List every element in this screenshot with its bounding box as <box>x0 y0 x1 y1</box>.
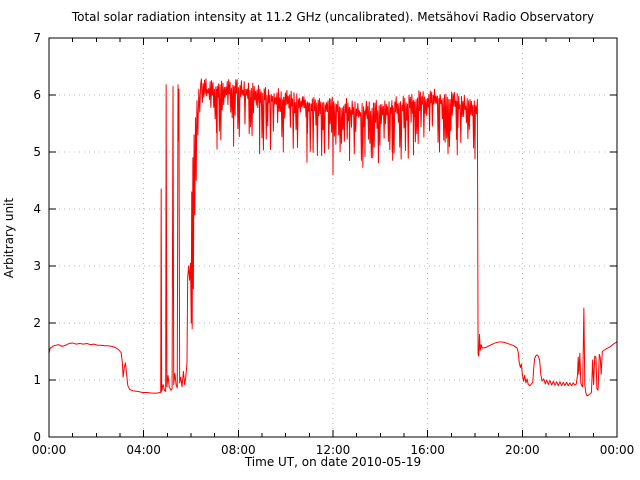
y-tick-label: 2 <box>33 316 41 330</box>
y-tick-label: 5 <box>33 145 41 159</box>
x-tick-label: 00:00 <box>600 443 635 457</box>
y-tick-label: 3 <box>33 259 41 273</box>
y-tick-label: 0 <box>33 430 41 444</box>
y-tick-label: 7 <box>33 31 41 45</box>
x-tick-label: 08:00 <box>221 443 256 457</box>
plot-border <box>48 37 618 438</box>
x-tick-label: 20:00 <box>505 443 540 457</box>
x-tick-label: 04:00 <box>126 443 161 457</box>
data-series <box>48 78 618 397</box>
y-tick-label: 4 <box>33 202 41 216</box>
y-tick-label: 1 <box>33 373 41 387</box>
grid-lines <box>49 38 617 437</box>
x-tick-label: 16:00 <box>410 443 445 457</box>
x-tick-label: 12:00 <box>316 443 351 457</box>
tick-labels: 00:00 04:00 08:00 12:00 16:00 20:00 00:0001234… <box>32 31 635 457</box>
y-tick-label: 6 <box>33 88 41 102</box>
chart-title: Total solar radiation intensity at 11.2 … <box>71 10 594 24</box>
series-line <box>48 78 618 397</box>
x-axis-label: Time UT, on date 2010-05-19 <box>244 455 421 469</box>
y-axis-label: Arbitrary unit <box>2 198 16 278</box>
axis-ticks <box>48 37 618 438</box>
x-tick-label: 00:00 <box>32 443 67 457</box>
